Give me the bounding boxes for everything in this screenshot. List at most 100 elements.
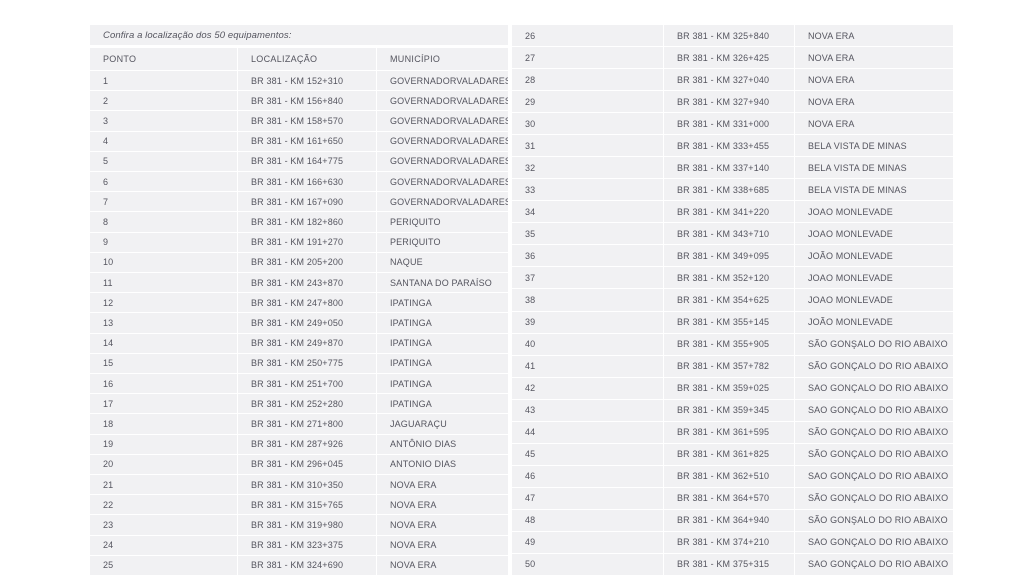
municipality-cell: SÃO GONÇALO DO RIO ABAIXO bbox=[795, 443, 953, 465]
municipality-cell: SÃO GONŞALO DO RIO ABAIXO bbox=[795, 509, 953, 531]
location-cell: BR 381 - KM 359+025 bbox=[664, 377, 794, 399]
municipality-cell: NOVA ERA bbox=[795, 91, 953, 113]
location-cell: BR 381 - KM 164+775 bbox=[238, 151, 376, 171]
point-cell: 30 bbox=[512, 113, 663, 135]
location-cell: BR 381 - KM 333+455 bbox=[664, 135, 794, 157]
point-cell: 18 bbox=[90, 414, 237, 434]
municipality-cell: PERIQUITO bbox=[377, 232, 508, 252]
point-cell: 27 bbox=[512, 47, 663, 69]
municipality-cell: GOVERNADORVALADARES bbox=[377, 192, 508, 212]
point-cell: 21 bbox=[90, 475, 237, 495]
location-cell: BR 381 - KM 361+825 bbox=[664, 443, 794, 465]
municipality-cell: IPATINGA bbox=[377, 333, 508, 353]
location-cell: BR 381 - KM 352+120 bbox=[664, 267, 794, 289]
point-cell: 20 bbox=[90, 454, 237, 474]
point-cell: 16 bbox=[90, 374, 237, 394]
location-cell: BR 381 - KM 338+685 bbox=[664, 179, 794, 201]
point-cell: 25 bbox=[90, 555, 237, 575]
location-cell: BR 381 - KM 249+050 bbox=[238, 313, 376, 333]
point-cell: 38 bbox=[512, 289, 663, 311]
location-cell: BR 381 - KM 271+800 bbox=[238, 414, 376, 434]
municipality-cell: IPATINGA bbox=[377, 293, 508, 313]
location-cell: BR 381 - KM 327+940 bbox=[664, 91, 794, 113]
point-cell: 36 bbox=[512, 245, 663, 267]
location-cell: BR 381 - KM 158+570 bbox=[238, 111, 376, 131]
point-cell: 9 bbox=[90, 232, 237, 252]
point-cell: 37 bbox=[512, 267, 663, 289]
municipality-cell: JOAO MONLEVADE bbox=[795, 223, 953, 245]
point-cell: 23 bbox=[90, 515, 237, 535]
municipality-cell: NOVA ERA bbox=[377, 475, 508, 495]
point-cell: 2 bbox=[90, 91, 237, 111]
point-cell: 17 bbox=[90, 394, 237, 414]
point-cell: 46 bbox=[512, 465, 663, 487]
municipality-cell: PERIQUITO bbox=[377, 212, 508, 232]
table-header-row: PONTO LOCALIZAÇÃO MUNICÍPIO bbox=[90, 48, 508, 70]
location-cell: BR 381 - KM 374+210 bbox=[664, 531, 794, 553]
point-cell: 32 bbox=[512, 157, 663, 179]
point-cell: 10 bbox=[90, 252, 237, 272]
municipality-cell: GOVERNADORVALADARES bbox=[377, 91, 508, 111]
column-header-municipio: MUNICÍPIO bbox=[377, 48, 508, 70]
municipality-cell: JOAO MONLEVADE bbox=[795, 267, 953, 289]
location-cell: BR 381 - KM 205+200 bbox=[238, 252, 376, 272]
municipality-cell: JOÃO MONLEVADE bbox=[795, 245, 953, 267]
municipality-cell: NOVA ERA bbox=[795, 69, 953, 91]
municipality-cell: GOVERNADORVALADARES bbox=[377, 172, 508, 192]
point-cell: 43 bbox=[512, 399, 663, 421]
location-cell: BR 381 - KM 167+090 bbox=[238, 192, 376, 212]
location-cell: BR 381 - KM 252+280 bbox=[238, 394, 376, 414]
municipality-cell: SÃO GONÇALO DO RIO ABAIXO bbox=[795, 421, 953, 443]
municipality-cell: NOVA ERA bbox=[795, 113, 953, 135]
point-cell: 41 bbox=[512, 355, 663, 377]
municipality-cell: SÃO GONŞALO DO RIO ABAIXO bbox=[795, 333, 953, 355]
municipality-cell: JOÃO MONLEVADE bbox=[795, 311, 953, 333]
municipality-cell: NAQUE bbox=[377, 252, 508, 272]
location-cell: BR 381 - KM 166+630 bbox=[238, 172, 376, 192]
location-cell: BR 381 - KM 331+000 bbox=[664, 113, 794, 135]
point-cell: 40 bbox=[512, 333, 663, 355]
point-cell: 50 bbox=[512, 553, 663, 575]
municipality-cell: SAO GONÇALO DO RIO ABAIXO bbox=[795, 465, 953, 487]
municipality-cell: SAO GONÇALO DO RIO ABAIXO bbox=[795, 377, 953, 399]
location-cell: BR 381 - KM 323+375 bbox=[238, 535, 376, 555]
point-cell: 1 bbox=[90, 71, 237, 91]
point-cell: 35 bbox=[512, 223, 663, 245]
point-cell: 15 bbox=[90, 353, 237, 373]
point-cell: 45 bbox=[512, 443, 663, 465]
municipality-cell: JOAO MONLEVADE bbox=[795, 201, 953, 223]
municipality-cell: GOVERNADORVALADARES bbox=[377, 111, 508, 131]
point-cell: 39 bbox=[512, 311, 663, 333]
location-cell: BR 381 - KM 364+940 bbox=[664, 509, 794, 531]
municipality-cell: SAO GONÇALO DO RIO ABAIXO bbox=[795, 531, 953, 553]
location-cell: BR 381 - KM 161+650 bbox=[238, 131, 376, 151]
municipality-cell: GOVERNADORVALADARES bbox=[377, 151, 508, 171]
point-cell: 28 bbox=[512, 69, 663, 91]
municipality-cell: SANTANA DO PARAÍSO bbox=[377, 273, 508, 293]
point-cell: 29 bbox=[512, 91, 663, 113]
point-cell: 44 bbox=[512, 421, 663, 443]
municipality-cell: ANTONIO DIAS bbox=[377, 454, 508, 474]
municipality-cell: JAGUARAÇU bbox=[377, 414, 508, 434]
intro-text: Confira a localização dos 50 equipamento… bbox=[90, 25, 508, 45]
point-cell: 11 bbox=[90, 273, 237, 293]
municipality-cell: ANTÔNIO DIAS bbox=[377, 434, 508, 454]
point-cell: 8 bbox=[90, 212, 237, 232]
location-cell: BR 381 - KM 251+700 bbox=[238, 374, 376, 394]
point-cell: 14 bbox=[90, 333, 237, 353]
location-cell: BR 381 - KM 319+980 bbox=[238, 515, 376, 535]
location-cell: BR 381 - KM 327+040 bbox=[664, 69, 794, 91]
point-cell: 13 bbox=[90, 313, 237, 333]
location-cell: BR 381 - KM 249+870 bbox=[238, 333, 376, 353]
column-header-ponto: PONTO bbox=[90, 48, 237, 70]
equipment-table-left: Confira a localização dos 50 equipamento… bbox=[90, 25, 508, 575]
location-cell: BR 381 - KM 355+905 bbox=[664, 333, 794, 355]
location-cell: BR 381 - KM 287+926 bbox=[238, 434, 376, 454]
point-cell: 33 bbox=[512, 179, 663, 201]
municipality-cell: SÃO GONÇALO DO RIO ABAIXO bbox=[795, 487, 953, 509]
location-cell: BR 381 - KM 156+840 bbox=[238, 91, 376, 111]
location-cell: BR 381 - KM 191+270 bbox=[238, 232, 376, 252]
location-cell: BR 381 - KM 324+690 bbox=[238, 555, 376, 575]
municipality-cell: NOVA ERA bbox=[377, 495, 508, 515]
